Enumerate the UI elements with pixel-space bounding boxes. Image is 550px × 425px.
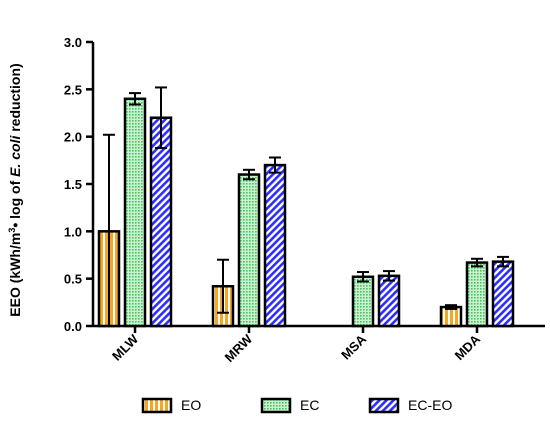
error-bar-ec-msa xyxy=(357,271,369,283)
y-tick-label: 2.5 xyxy=(64,82,82,97)
legend-label-ec: EC xyxy=(300,397,319,413)
legend-label-ec-eo: EC-EO xyxy=(408,397,452,413)
error-bar-ec-eo-mrw xyxy=(269,156,281,174)
y-tick-label: 3.0 xyxy=(64,35,82,50)
legend: EO EC EC-EO xyxy=(141,397,452,414)
y-tick-label: 2.0 xyxy=(64,130,82,145)
bar-ec-mrw xyxy=(237,173,261,328)
error-bar-eo-mda xyxy=(445,304,457,310)
y-tick-label: 1.5 xyxy=(64,177,82,192)
error-bar-ec-mlw xyxy=(129,92,141,106)
bars xyxy=(97,86,515,328)
legend-swatch-ec-eo xyxy=(368,397,400,414)
y-tick-label: 0.0 xyxy=(64,319,82,334)
x-tick-label: MSA xyxy=(338,331,369,362)
y-axis-label: EEO (kWh/m3• log of E. coli reduction) xyxy=(7,63,23,316)
error-bar-ec-eo-msa xyxy=(383,270,395,282)
x-tick-label: MDA xyxy=(452,331,484,363)
x-tick-label: MLW xyxy=(109,331,142,364)
y-tick-label: 0.5 xyxy=(64,272,82,287)
bar-ec-msa xyxy=(351,275,375,328)
bar-ec-eo-mda xyxy=(491,260,515,328)
x-tick-label: MRW xyxy=(222,331,256,365)
bar-ec-eo-msa xyxy=(377,274,401,328)
y-tick-label: 1.0 xyxy=(64,224,82,239)
bar-ec-mlw xyxy=(123,97,147,328)
error-bar-ec-eo-mlw xyxy=(155,86,167,150)
legend-swatch-eo xyxy=(141,397,173,414)
bar-ec-mda xyxy=(465,261,489,328)
error-bar-eo-mlw xyxy=(103,133,115,327)
error-bar-eo-mrw xyxy=(217,258,229,314)
error-bar-ec-eo-mda xyxy=(497,255,509,268)
legend-swatch-ec xyxy=(260,397,292,414)
error-bar-ec-mrw xyxy=(243,168,255,181)
legend-label-eo: EO xyxy=(181,397,201,413)
error-bar-ec-mda xyxy=(471,257,483,268)
bar-ec-eo-mrw xyxy=(263,163,287,328)
